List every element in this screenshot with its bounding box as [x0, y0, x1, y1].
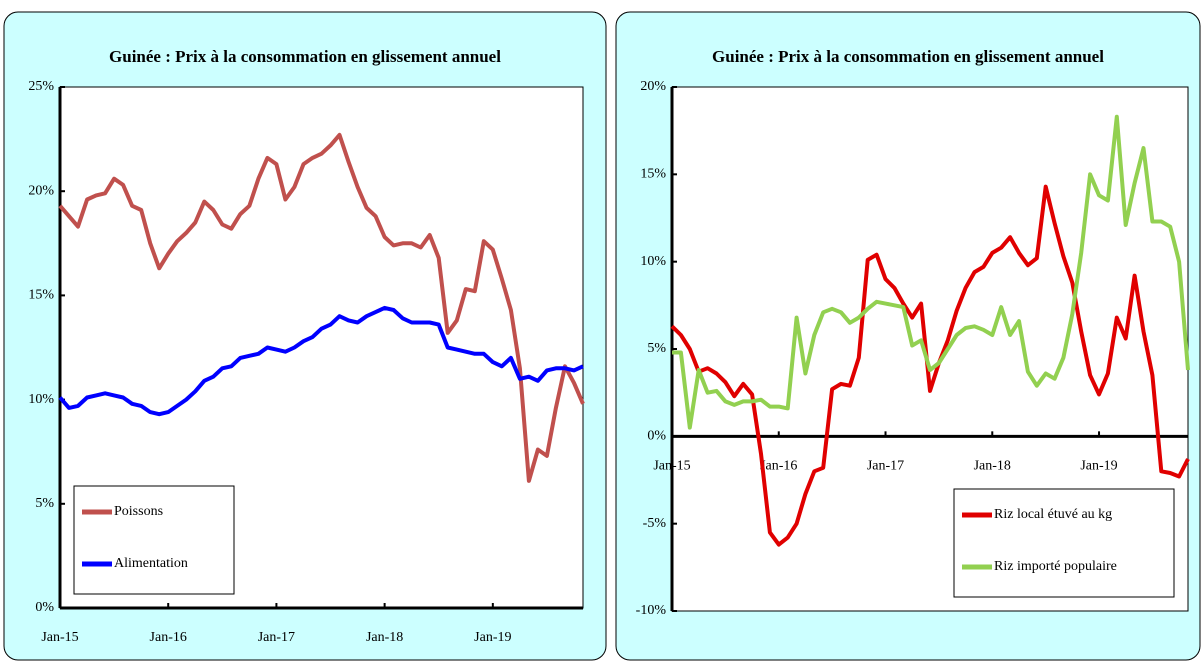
data-line [58, 132, 585, 483]
chart-title: Guinée : Prix à la consommation en gliss… [712, 47, 1104, 66]
x-tick-label: Jan-19 [1080, 459, 1117, 474]
y-tick-label: -10% [636, 603, 667, 618]
x-tick-label: Jan-17 [258, 630, 295, 645]
x-tick-label: Jan-19 [474, 630, 511, 645]
y-tick-label: 5% [647, 341, 666, 356]
legend-label: Alimentation [114, 556, 188, 571]
y-tick-label: 5% [35, 496, 54, 511]
y-tick-label: 20% [640, 79, 666, 94]
x-tick-label: Jan-15 [41, 630, 78, 645]
y-tick-label: 15% [640, 167, 666, 182]
x-tick-label: Jan-18 [366, 630, 403, 645]
data-line [58, 305, 584, 417]
x-tick-label: Jan-17 [867, 459, 904, 474]
y-tick-label: 0% [647, 429, 666, 444]
y-tick-label: 0% [35, 600, 54, 615]
legend-box [953, 488, 1175, 598]
y-tick-label: 25% [28, 79, 54, 94]
x-tick-label: Jan-18 [974, 459, 1011, 474]
legend-box [73, 485, 235, 595]
x-tick-label: Jan-15 [653, 459, 690, 474]
x-tick-label: Jan-16 [150, 630, 187, 645]
data-line [672, 114, 1190, 430]
y-tick-label: 10% [28, 392, 54, 407]
chart-title: Guinée : Prix à la consommation en gliss… [109, 47, 501, 66]
legend-label: Riz local étuvé au kg [994, 507, 1112, 522]
y-tick-label: -5% [643, 516, 667, 531]
data-line [670, 184, 1190, 547]
legend-label: Riz importé populaire [994, 559, 1117, 574]
y-tick-label: 15% [28, 288, 54, 303]
x-tick-label: Jan-16 [760, 459, 797, 474]
y-tick-label: 20% [28, 183, 54, 198]
legend-label: Poissons [114, 504, 163, 519]
y-tick-label: 10% [640, 254, 666, 269]
